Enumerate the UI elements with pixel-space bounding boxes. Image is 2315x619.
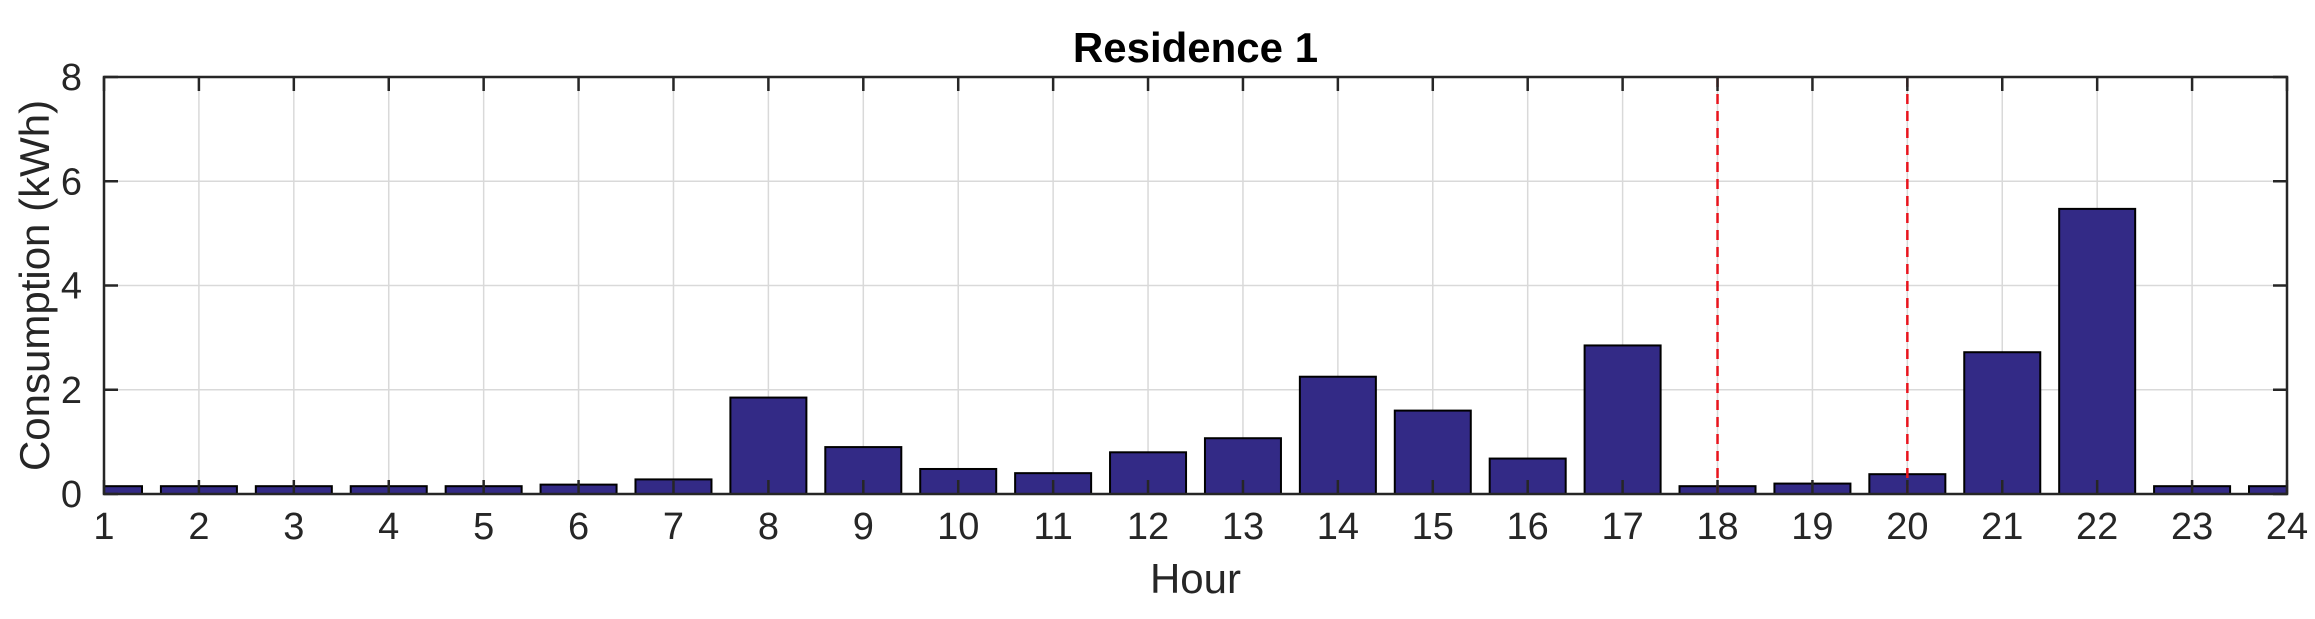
bars bbox=[104, 207, 2287, 494]
x-tick-label: 22 bbox=[2076, 506, 2118, 548]
x-tick-label: 15 bbox=[1412, 506, 1454, 548]
x-tick-label: 8 bbox=[758, 506, 779, 548]
y-tick-labels: 0 2 4 6 8 bbox=[61, 57, 82, 516]
x-tick-label: 1 bbox=[93, 506, 114, 548]
bar bbox=[1583, 344, 1662, 494]
bar bbox=[2058, 207, 2137, 494]
bar bbox=[2248, 485, 2287, 494]
x-tick-label: 4 bbox=[378, 506, 399, 548]
x-tick-label: 20 bbox=[1886, 506, 1928, 548]
x-tick-label: 23 bbox=[2171, 506, 2213, 548]
x-tick-label: 6 bbox=[568, 506, 589, 548]
x-axis-label: Hour bbox=[1150, 555, 1241, 602]
x-tick-label: 17 bbox=[1601, 506, 1643, 548]
x-tick-label: 12 bbox=[1127, 506, 1169, 548]
vertical-markers bbox=[1716, 77, 1909, 494]
y-tick-label: 2 bbox=[61, 370, 82, 412]
x-tick-label: 2 bbox=[188, 506, 209, 548]
bar bbox=[729, 396, 808, 494]
ticks bbox=[102, 75, 2289, 496]
chart-title: Residence 1 bbox=[1073, 24, 1318, 71]
y-tick-label: 8 bbox=[61, 57, 82, 99]
y-tick-label: 6 bbox=[61, 161, 82, 203]
x-tick-label: 16 bbox=[1507, 506, 1549, 548]
x-tick-label: 13 bbox=[1222, 506, 1264, 548]
y-tick-label: 4 bbox=[61, 266, 82, 308]
grid bbox=[103, 76, 2288, 495]
x-tick-label: 24 bbox=[2266, 506, 2308, 548]
x-tick-label: 3 bbox=[283, 506, 304, 548]
x-tick-label: 9 bbox=[853, 506, 874, 548]
y-tick-label: 0 bbox=[61, 474, 82, 516]
bar bbox=[104, 485, 143, 494]
x-tick-label: 11 bbox=[1033, 506, 1072, 548]
y-axis-label: Consumption (kWh) bbox=[11, 100, 58, 471]
bar bbox=[1298, 375, 1377, 494]
x-tick-label: 14 bbox=[1317, 506, 1359, 548]
x-tick-label: 10 bbox=[937, 506, 979, 548]
x-tick-labels: 1 2 3 4 5 6 7 8 9 10 11 12 13 14 15 16 17 18 19 20 21 22 23 24 bbox=[93, 506, 2308, 548]
x-tick-label: 7 bbox=[663, 506, 684, 548]
bar bbox=[1963, 351, 2042, 494]
x-tick-label: 19 bbox=[1791, 506, 1833, 548]
x-tick-label: 5 bbox=[473, 506, 494, 548]
x-tick-label: 21 bbox=[1981, 506, 2023, 548]
x-tick-label: 18 bbox=[1696, 506, 1738, 548]
